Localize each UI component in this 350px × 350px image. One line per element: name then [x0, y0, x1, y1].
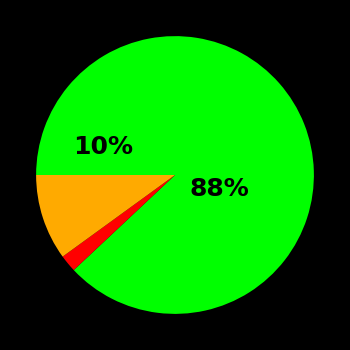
Text: 10%: 10% [73, 135, 133, 159]
Text: 88%: 88% [190, 177, 249, 201]
Wedge shape [63, 175, 175, 270]
Wedge shape [36, 36, 314, 314]
Wedge shape [36, 175, 175, 257]
